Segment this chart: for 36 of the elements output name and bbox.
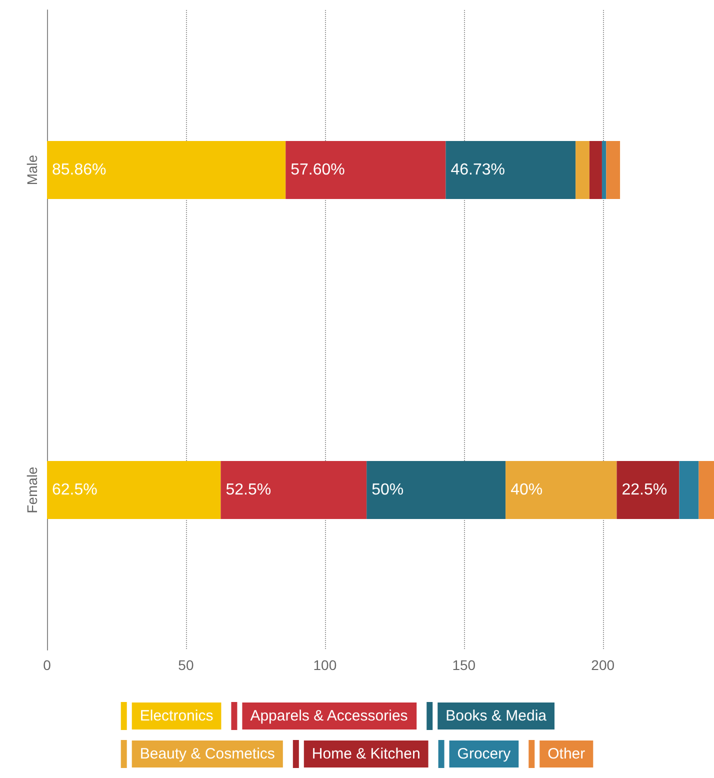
- y-tick-label: Female: [24, 466, 40, 514]
- legend-label: Home & Kitchen: [312, 746, 420, 762]
- bar: [698, 461, 714, 519]
- x-tick-label: 150: [452, 657, 476, 673]
- bar: [220, 461, 367, 519]
- x-tick-label: 200: [591, 657, 615, 673]
- data-label: 57.60%: [290, 162, 345, 178]
- bar: [47, 141, 286, 199]
- bar: [602, 141, 606, 199]
- legend-label: Electronics: [140, 708, 214, 724]
- bar: [286, 141, 446, 199]
- bar: [616, 461, 680, 519]
- bar: [366, 461, 506, 519]
- bar: [679, 461, 699, 519]
- data-label: 50%: [372, 482, 404, 498]
- data-label: 52.5%: [226, 482, 272, 498]
- legend-label: Apparels & Accessories: [250, 708, 408, 724]
- legend-label: Grocery: [457, 746, 512, 762]
- data-label: 22.5%: [622, 482, 668, 498]
- x-tick-label: 100: [313, 657, 337, 673]
- bar: [606, 141, 620, 199]
- y-tick-label: Male: [24, 154, 40, 186]
- legend-label: Other: [548, 746, 586, 762]
- legend-label: Beauty & Cosmetics: [140, 746, 275, 762]
- data-label: 40%: [510, 482, 543, 498]
- data-label: 46.73%: [450, 162, 505, 178]
- bar: [589, 141, 602, 199]
- bar: [446, 141, 576, 199]
- bar: [47, 461, 221, 519]
- data-label: 85.86%: [52, 162, 106, 178]
- x-tick-label: 0: [43, 657, 52, 673]
- data-label: 62.5%: [52, 482, 98, 498]
- legend-label: Books & Media: [446, 708, 548, 724]
- x-tick-label: 50: [178, 657, 194, 673]
- bar: [506, 461, 617, 519]
- bar: [576, 141, 590, 199]
